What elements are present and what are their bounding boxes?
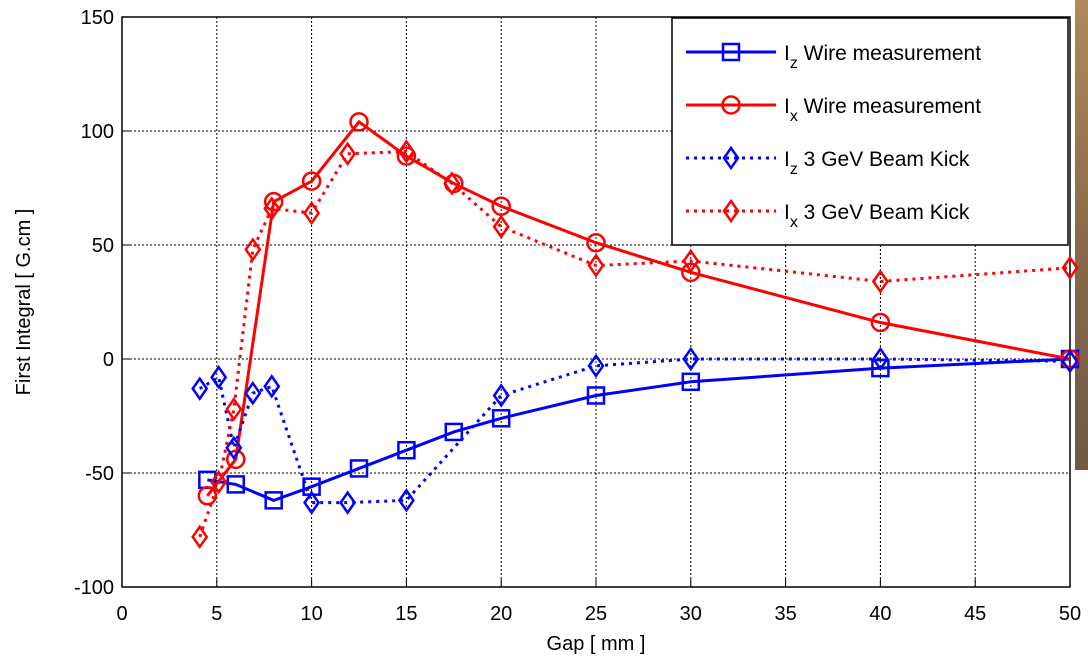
- marker: [210, 469, 228, 495]
- x-tick-label: 45: [964, 603, 986, 625]
- marker: [263, 191, 284, 212]
- marker: [191, 376, 209, 401]
- marker: [492, 214, 510, 239]
- marker: [339, 141, 357, 166]
- marker: [682, 346, 700, 372]
- marker: [263, 196, 281, 221]
- marker: [587, 253, 605, 278]
- marker: [191, 524, 209, 550]
- marker: [871, 269, 889, 294]
- x-tick-label: 30: [680, 603, 702, 625]
- y-axis-label: First Integral [ G.cm ]: [13, 209, 35, 396]
- marker: [492, 383, 510, 408]
- marker: [491, 409, 511, 428]
- x-axis-label: Gap [ mm ]: [547, 633, 646, 655]
- marker: [444, 422, 464, 442]
- marker: [870, 312, 891, 333]
- legend-label: Iz 3 GeV Beam Kick: [784, 148, 970, 178]
- y-tick-label: -100: [74, 577, 114, 599]
- legend-label: Iz Wire measurement: [784, 42, 981, 72]
- marker: [349, 112, 369, 132]
- marker: [586, 386, 606, 405]
- x-tick-label: 25: [585, 603, 607, 625]
- x-tick-label: 15: [395, 603, 417, 625]
- x-tick-label: 10: [300, 603, 322, 625]
- y-tick-label: 50: [92, 235, 114, 257]
- marker: [722, 198, 740, 224]
- marker: [871, 358, 890, 378]
- marker: [721, 95, 741, 115]
- x-tick-label: 35: [774, 603, 796, 625]
- x-tick-label: 50: [1059, 603, 1081, 625]
- marker: [244, 381, 262, 406]
- marker: [263, 374, 281, 399]
- x-tick-label: 20: [490, 603, 512, 625]
- x-tick-label: 5: [211, 603, 222, 625]
- y-tick-label: 150: [81, 7, 114, 29]
- marker: [226, 449, 246, 470]
- x-tick-label: 40: [869, 603, 891, 625]
- marker: [443, 171, 461, 196]
- marker: [210, 365, 228, 390]
- marker: [397, 139, 415, 164]
- series-line: [207, 357, 1071, 502]
- marker: [1061, 255, 1079, 280]
- marker: [587, 353, 605, 379]
- y-tick-label: -50: [85, 463, 114, 485]
- marker: [586, 232, 606, 253]
- marker: [339, 490, 357, 515]
- marker: [226, 475, 246, 494]
- marker: [682, 248, 700, 274]
- y-tick-label: 100: [81, 121, 114, 143]
- marker: [225, 396, 243, 422]
- marker: [1061, 349, 1079, 374]
- legend-label: Ix 3 GeV Beam Kick: [784, 201, 970, 231]
- marker: [264, 491, 283, 510]
- marker: [349, 459, 369, 478]
- marker: [197, 486, 218, 506]
- marker: [303, 490, 321, 515]
- marker: [301, 171, 322, 191]
- marker: [397, 440, 416, 460]
- y-tick-label: 0: [103, 349, 114, 371]
- marker: [681, 372, 701, 392]
- marker: [871, 346, 889, 372]
- marker: [721, 42, 741, 62]
- series-line: [198, 150, 1071, 538]
- x-tick-label: 0: [116, 603, 127, 625]
- marker: [397, 488, 415, 513]
- marker: [225, 435, 243, 461]
- plot-frame: [121, 16, 1071, 588]
- photo-strip: [1075, 0, 1088, 470]
- marker: [244, 237, 262, 262]
- legend-label: Ix Wire measurement: [784, 95, 981, 125]
- marker: [396, 146, 417, 166]
- marker: [681, 262, 701, 283]
- marker: [303, 200, 321, 226]
- marker: [722, 145, 740, 171]
